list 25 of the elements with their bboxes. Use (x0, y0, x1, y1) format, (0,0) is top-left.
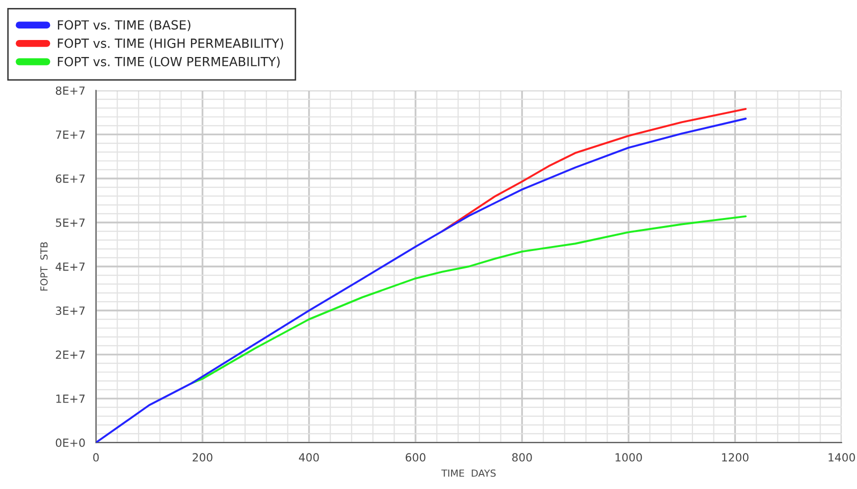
x-tick-label: 400 (298, 453, 319, 462)
x-tick-label: 1000 (616, 453, 642, 462)
y-tick-label: 8E+7 (56, 86, 85, 95)
y-tick-label: 0E+0 (56, 438, 85, 447)
line-series (96, 118, 747, 443)
y-tick-label: 6E+7 (56, 174, 85, 183)
x-tick-label: 200 (192, 453, 212, 462)
legend-label: FOPT vs. TIME (HIGH PERMEABILITY) (58, 38, 284, 50)
y-tick-label: 5E+7 (56, 218, 85, 227)
y-tick-label: 2E+7 (56, 350, 85, 359)
y-axis-title: FOPT STB (40, 242, 48, 291)
x-axis-title: TIME DAYS (441, 469, 496, 477)
x-tick-label: 1400 (828, 453, 855, 462)
line-series (441, 108, 747, 232)
x-tick-label: 1200 (722, 453, 748, 462)
y-tick-label: 4E+7 (56, 262, 85, 271)
y-tick-label: 1E+7 (56, 394, 85, 403)
legend-label: FOPT vs. TIME (BASE) (58, 20, 190, 32)
line-series (190, 215, 747, 384)
y-tick-label: 3E+7 (56, 306, 85, 315)
y-tick-label: 7E+7 (56, 130, 85, 139)
legend-label: FOPT vs. TIME (LOW PERMEABILITY) (58, 56, 280, 68)
x-tick-label: 800 (512, 453, 532, 462)
x-tick-label: 0 (93, 453, 99, 462)
x-tick-label: 600 (406, 453, 426, 462)
